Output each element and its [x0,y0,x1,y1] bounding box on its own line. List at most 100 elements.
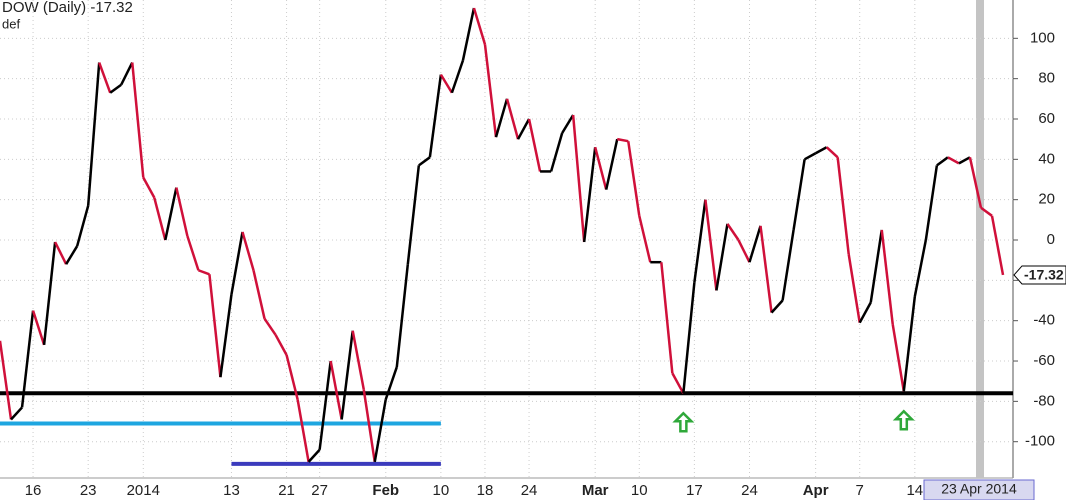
line-segment [450,60,465,94]
line-segment [858,301,872,324]
line-segment [109,83,122,94]
chart-title: DOW (Daily) -17.32 [2,0,133,16]
line-segment [627,140,641,216]
line-segment [307,448,321,463]
line-segment [671,372,685,394]
line-segment [252,269,266,319]
line-segment [980,206,993,217]
x-tick-label: Mar [582,482,609,499]
line-segment [175,187,189,237]
line-segment [472,7,487,45]
line-segment [42,241,57,346]
line-segment [142,176,156,199]
line-segment [880,229,895,325]
line-segment [638,215,652,263]
line-segment [241,231,255,271]
line-segment [571,114,586,243]
line-segment [693,199,707,283]
y-tick-label: 20 [1038,191,1055,208]
line-segment [913,239,928,297]
line-segment [593,146,608,190]
line-segment [0,340,13,420]
line-segment [406,165,421,265]
line-segment [197,269,210,276]
line-segment [439,73,453,94]
y-tick-label: 60 [1038,110,1055,127]
line-segment [362,389,376,463]
line-segment [947,156,960,165]
line-segment [617,137,629,143]
x-tick-label: 10 [631,482,648,499]
x-tick-label: Apr [803,482,829,499]
y-tick-label: -80 [1033,392,1055,409]
line-segment [682,282,696,394]
x-tick-label: 2014 [127,482,160,499]
line-segment [131,62,145,178]
line-segment [748,225,762,263]
x-tick-label: 21 [278,482,295,499]
line-segment [804,152,817,161]
line-segment [924,165,939,241]
line-segment [505,98,520,140]
line-segment [186,235,200,271]
line-segment [285,354,299,400]
line-segment [230,231,244,295]
x-tick-label: 13 [223,482,240,499]
line-segment [296,399,310,463]
line-segment [902,296,917,392]
line-segment [329,360,343,420]
line-segment [65,245,79,265]
line-segment [384,366,398,400]
last-value-label: -17.32 [1024,267,1064,283]
x-tick-label: Feb [372,482,399,499]
line-segment [836,157,850,255]
cursor-label: 23 Apr 2014 [941,481,1017,497]
chart-subtitle: def [2,16,20,31]
y-tick-label: -40 [1033,312,1055,329]
line-segment [759,225,773,313]
x-tick-label: 18 [477,482,494,499]
line-segment [428,74,443,158]
line-segment [990,215,1005,276]
line-segment [792,159,806,231]
line-segment [98,62,112,94]
line-segment [153,197,167,241]
line-segment [263,317,277,336]
line-segment [395,264,410,368]
line-segment [704,199,718,291]
line-segment [208,274,222,378]
x-tick-label: 7 [856,482,864,499]
annotation-arrow [672,411,695,433]
line-segment [164,187,178,241]
line-segment [770,299,784,314]
line-segment [549,132,564,172]
x-tick-label: 14 [906,482,923,499]
line-segment [75,205,90,247]
line-segment [737,239,751,263]
x-tick-label: 27 [311,482,328,499]
line-segment [351,330,365,390]
line-segment [936,156,949,167]
y-tick-label: -100 [1025,433,1055,450]
line-segment [274,334,288,356]
line-segment [869,229,883,303]
x-tick-label: 16 [25,482,42,499]
line-segment [340,330,354,420]
y-tick-label: 0 [1047,231,1055,248]
y-tick-label: -60 [1033,352,1055,369]
line-segment [373,399,388,463]
line-segment [660,262,674,374]
line-segment [461,7,476,61]
line-segment [604,138,619,190]
line-segment [418,156,431,167]
line-segment [219,294,233,378]
x-tick-label: 10 [433,482,450,499]
line-segment [726,223,740,241]
line-segment [891,324,906,392]
y-tick-label: 100 [1030,29,1055,46]
line-segment [958,156,971,165]
line-segment [781,229,795,301]
line-segment [120,61,134,86]
